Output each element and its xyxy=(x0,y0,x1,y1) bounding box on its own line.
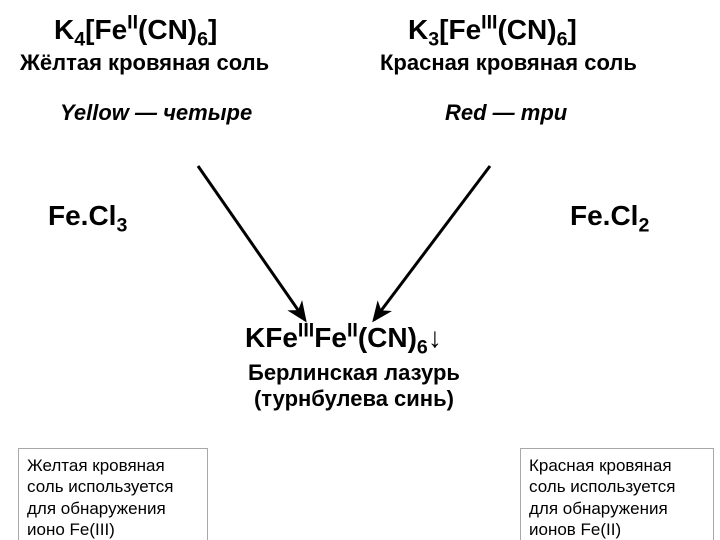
f-part: K xyxy=(408,14,428,45)
p-sup: III xyxy=(298,320,314,342)
down-arrow-icon: ↓ xyxy=(428,322,442,353)
mnemonic-sep: — xyxy=(129,100,163,125)
f-sup: II xyxy=(127,12,138,34)
r-part: Fe.Cl xyxy=(48,200,116,231)
p-sub: 6 xyxy=(417,337,428,359)
right-mnemonic: Red — три xyxy=(445,100,567,126)
f-sup: III xyxy=(481,12,497,34)
right-reagent: Fe.Cl2 xyxy=(570,200,649,232)
product-name: Берлинская лазурь (турнбулева синь) xyxy=(248,360,460,412)
mnemonic-prefix: Red xyxy=(445,100,487,125)
f-sub: 6 xyxy=(557,29,568,51)
right-formula: K3[FeIII(CN)6] xyxy=(408,14,577,46)
left-mnemonic: Yellow — четыре xyxy=(60,100,252,126)
mnemonic-word: три xyxy=(521,100,567,125)
f-part: K xyxy=(54,14,74,45)
p-part: (CN) xyxy=(358,322,417,353)
r-sub: 2 xyxy=(638,215,649,237)
r-sub: 3 xyxy=(116,215,127,237)
product-name-line2: (турнбулева синь) xyxy=(254,386,454,411)
left-arrow xyxy=(198,166,305,320)
f-sub: 4 xyxy=(74,29,85,51)
f-part: [Fe xyxy=(85,14,127,45)
mnemonic-prefix: Yellow xyxy=(60,100,129,125)
p-part: Fe xyxy=(314,322,347,353)
f-sub: 6 xyxy=(197,29,208,51)
product-name-line1: Берлинская лазурь xyxy=(248,360,460,385)
left-note: Желтая кровяная соль используется для об… xyxy=(18,448,208,540)
f-part: [Fe xyxy=(439,14,481,45)
left-reagent: Fe.Cl3 xyxy=(48,200,127,232)
r-part: Fe.Cl xyxy=(570,200,638,231)
left-subtitle: Жёлтая кровяная соль xyxy=(20,50,269,76)
p-sup: II xyxy=(347,320,358,342)
f-part: (CN) xyxy=(497,14,556,45)
right-arrow xyxy=(374,166,490,320)
product-formula: KFeIIIFeII(CN)6↓ xyxy=(245,322,442,354)
mnemonic-sep: — xyxy=(487,100,521,125)
mnemonic-word: четыре xyxy=(163,100,252,125)
left-formula: K4[FeII(CN)6] xyxy=(54,14,217,46)
f-part: ] xyxy=(208,14,217,45)
f-part: (CN) xyxy=(138,14,197,45)
f-part: ] xyxy=(567,14,576,45)
right-subtitle: Красная кровяная соль xyxy=(380,50,637,76)
right-note: Красная кровяная соль используется для о… xyxy=(520,448,714,540)
p-part: KFe xyxy=(245,322,298,353)
f-sub: 3 xyxy=(428,29,439,51)
